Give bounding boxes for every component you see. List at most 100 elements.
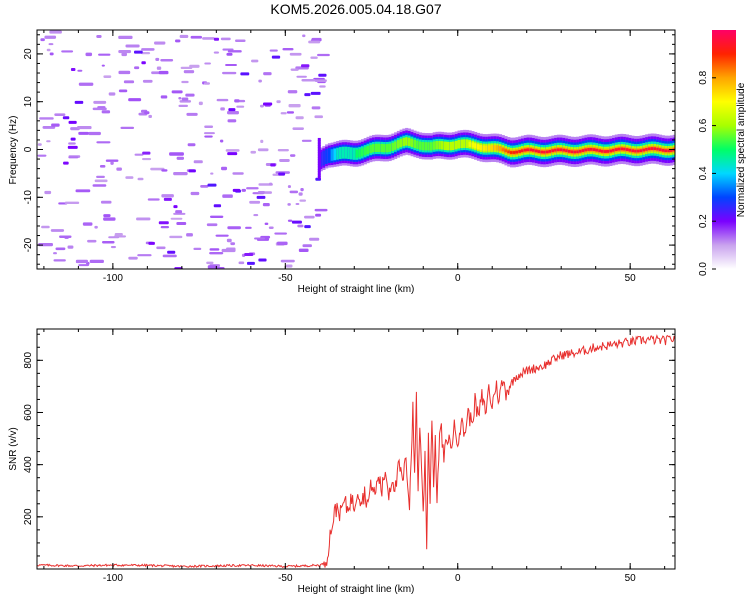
noise-speckle: [319, 85, 326, 88]
noise-speckle: [213, 204, 222, 208]
snr-data-point: [405, 459, 406, 460]
snr-data-point: [354, 506, 355, 507]
snr-data-point: [417, 495, 418, 496]
noise-speckle: [110, 245, 117, 249]
track-cell: [540, 150, 544, 154]
track-cell: [380, 143, 384, 153]
spectrogram-x-axis-label: Height of straight line (km): [298, 284, 415, 295]
snr-data-point: [481, 396, 482, 397]
noise-speckle: [289, 190, 299, 194]
track-cell: [534, 149, 538, 153]
track-cell: [526, 148, 530, 152]
noise-speckle: [181, 97, 189, 101]
noise-speckle: [40, 38, 45, 42]
track-cell: [471, 142, 475, 148]
track-cell: [606, 149, 610, 153]
noise-speckle: [300, 187, 304, 192]
noise-speckle: [94, 179, 108, 183]
noise-speckle: [190, 191, 200, 196]
noise-speckle: [178, 104, 188, 107]
noise-speckle: [263, 191, 272, 194]
track-cell: [399, 138, 403, 148]
spectrogram-y-tick-label: -20: [23, 237, 34, 252]
colorbar-tick-label: 0.2: [698, 214, 709, 228]
noise-speckle: [299, 199, 307, 202]
snr-data-point: [461, 422, 462, 423]
snr-data-point: [340, 514, 341, 515]
noise-speckle: [116, 167, 122, 171]
track-cell: [317, 159, 321, 163]
snr-data-point: [343, 501, 344, 502]
colorbar-tick-label: 0.0: [698, 262, 709, 276]
noise-speckle: [277, 148, 289, 152]
noise-speckle: [290, 68, 299, 71]
noise-speckle: [222, 71, 237, 75]
noise-speckle: [310, 91, 321, 95]
noise-speckle: [140, 51, 151, 55]
track-cell: [512, 151, 516, 154]
track-cell: [319, 151, 323, 167]
noise-speckle: [74, 100, 84, 104]
track-cell: [567, 149, 572, 153]
track-cell: [667, 149, 671, 153]
track-cell: [435, 141, 439, 150]
noise-speckle: [167, 250, 176, 254]
track-cell: [612, 148, 616, 152]
noise-speckle: [98, 53, 111, 56]
noise-speckle: [274, 232, 288, 235]
noise-speckle: [96, 141, 111, 144]
snr-data-point: [485, 412, 486, 413]
noise-speckle: [289, 52, 302, 56]
track-cell: [576, 150, 580, 154]
track-cell: [559, 148, 563, 152]
noise-speckle: [170, 217, 183, 220]
noise-speckle: [178, 97, 182, 100]
noise-speckle: [207, 183, 217, 187]
noise-speckle: [160, 225, 170, 229]
noise-speckle: [254, 237, 266, 240]
noise-speckle: [247, 261, 255, 265]
noise-speckle: [37, 154, 47, 157]
track-cell: [465, 139, 469, 149]
noise-speckle: [108, 92, 116, 96]
spectrogram-y-tick-label: 10: [23, 96, 34, 108]
noise-speckle: [128, 98, 142, 102]
track-cell: [479, 145, 483, 151]
snr-data-point: [467, 412, 468, 413]
track-cell: [595, 148, 599, 152]
noise-speckle: [48, 43, 54, 46]
track-cell: [330, 149, 334, 161]
track-cell: [669, 149, 674, 152]
track-cell: [584, 148, 588, 152]
snr-x-ticks: -100 -50 0 50: [43, 329, 666, 584]
snr-y-tick-label: 800: [23, 352, 34, 369]
noise-speckle: [295, 202, 300, 206]
snr-data-point: [440, 422, 441, 423]
noise-speckle: [204, 125, 214, 128]
noise-speckle: [298, 192, 303, 196]
track-cell: [507, 150, 511, 154]
noise-speckle: [78, 264, 90, 267]
track-cell: [468, 141, 472, 147]
snr-data-point: [419, 422, 420, 423]
noise-speckle: [118, 35, 133, 40]
noise-speckle: [187, 143, 196, 147]
track-cell: [377, 143, 381, 152]
noise-speckle: [67, 245, 74, 249]
track-cell: [349, 147, 354, 160]
snr-data-point: [381, 490, 382, 491]
noise-speckle: [94, 225, 98, 229]
noise-speckle: [173, 172, 188, 176]
track-cell: [341, 146, 345, 159]
snr-data-point: [388, 493, 389, 494]
noise-speckle: [228, 108, 236, 112]
noise-speckle: [50, 229, 65, 232]
track-cell: [647, 147, 652, 151]
noise-speckle: [226, 52, 233, 56]
track-cell: [336, 147, 340, 160]
track-cell: [620, 147, 624, 151]
noise-speckle: [154, 41, 166, 45]
noise-speckle: [310, 56, 318, 59]
snr-data-point: [416, 391, 417, 392]
noise-speckle: [179, 100, 192, 103]
